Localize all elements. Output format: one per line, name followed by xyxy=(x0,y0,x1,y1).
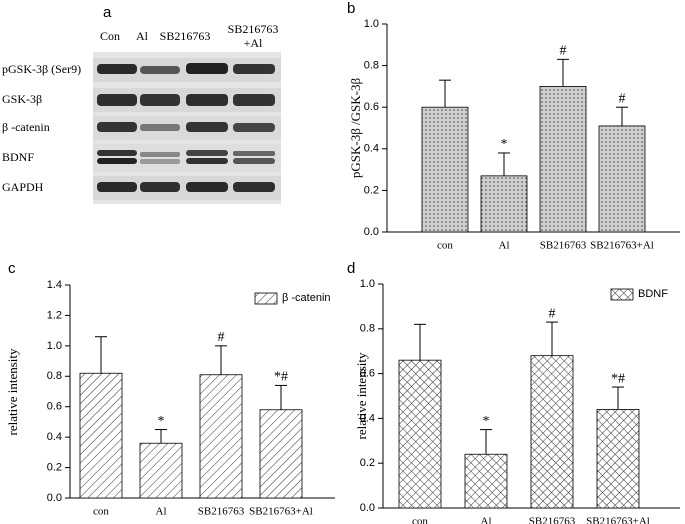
bar xyxy=(598,125,646,233)
annotation: * xyxy=(483,414,490,429)
y-tick-label: 1.0 xyxy=(47,340,62,352)
x-tick-label: Al xyxy=(499,240,510,252)
blot-row-label: β -catenin xyxy=(2,120,50,134)
chart-panel: c relative intensity 0.0 0.2 0.4 0.6 0.8 1.0 1.2… xyxy=(5,260,335,518)
blot-lane-label: SB216763 xyxy=(228,22,279,36)
y-tick-label: 0.4 xyxy=(47,431,62,443)
bar xyxy=(79,372,123,499)
y-tick-label: 0.6 xyxy=(47,401,62,413)
x-tick-label: SB216763 xyxy=(540,240,587,252)
y-tick-label: 0.4 xyxy=(360,412,375,424)
bar xyxy=(464,453,508,509)
legend-label: BDNF xyxy=(638,288,668,300)
bar xyxy=(139,442,183,499)
annotation: *# xyxy=(274,370,288,385)
blot-row-label: pGSK-3β (Ser9) xyxy=(2,62,81,76)
y-axis-label: pGSK-3β /GSK-3β xyxy=(348,77,363,178)
annotation: *# xyxy=(611,371,625,386)
chart-panel: d relative intensity 0.0 0.2 0.4 0.6 0.8 1.0 con… xyxy=(347,260,680,524)
blot-lane-label: Al xyxy=(136,29,149,43)
annotation: # xyxy=(619,91,626,106)
panel-label: c xyxy=(8,260,16,277)
bar xyxy=(530,355,574,509)
legend-label: β -catenin xyxy=(282,292,331,304)
bar xyxy=(259,409,303,499)
y-tick-label: 1.4 xyxy=(47,279,62,291)
blot-lane-label: +Al xyxy=(244,36,263,50)
annotation: * xyxy=(501,137,508,152)
x-tick-label: con xyxy=(437,240,453,252)
y-tick-label: 0.2 xyxy=(364,184,379,196)
annotation: * xyxy=(158,414,165,429)
blot-row-label: BDNF xyxy=(2,150,34,164)
bar xyxy=(421,106,469,233)
panel-label: d xyxy=(347,260,355,277)
blot-lane-label: SB216763 xyxy=(160,29,211,43)
y-axis-label: relative intensity xyxy=(5,348,20,436)
y-tick-label: 0.6 xyxy=(364,101,379,113)
y-tick-label: 0.4 xyxy=(364,143,379,155)
x-tick-label: con xyxy=(93,506,109,518)
y-tick-label: 0.0 xyxy=(360,502,375,514)
y-tick-label: 0.6 xyxy=(360,368,375,380)
x-tick-label: SB216763 xyxy=(198,506,245,518)
blot-row-label: GSK-3β xyxy=(2,92,42,106)
y-tick-label: 0.2 xyxy=(47,461,62,473)
panel-label: b xyxy=(347,0,355,17)
blot-row-label: GAPDH xyxy=(2,180,44,194)
x-tick-label: SB216763+Al xyxy=(249,506,313,518)
chart-panel: b pGSK-3β /GSK-3β 0.0 0.2 0.4 0.6 0.8 1.0 con Al *… xyxy=(347,0,680,252)
x-tick-label: SB216763+Al xyxy=(586,516,650,524)
y-tick-label: 0.8 xyxy=(47,370,62,382)
y-axis-label: relative intensity xyxy=(354,352,369,440)
x-tick-label: SB216763 xyxy=(529,516,576,524)
x-tick-label: con xyxy=(412,516,428,524)
x-tick-label: SB216763+Al xyxy=(590,240,654,252)
bar xyxy=(480,175,528,233)
legend-swatch xyxy=(254,292,278,305)
x-tick-label: Al xyxy=(156,506,167,518)
blot-image xyxy=(93,52,281,204)
y-tick-label: 0.0 xyxy=(364,226,379,238)
annotation: # xyxy=(549,306,556,321)
legend-swatch xyxy=(610,288,634,301)
y-tick-label: 1.0 xyxy=(360,278,375,290)
x-tick-label: Al xyxy=(481,516,492,524)
blot-lane-label: Con xyxy=(100,29,120,43)
bar xyxy=(398,359,442,509)
annotation: # xyxy=(560,44,567,59)
bar xyxy=(199,374,243,499)
bar xyxy=(596,409,640,509)
annotation: # xyxy=(218,330,225,345)
y-tick-label: 0.0 xyxy=(47,492,62,504)
y-tick-label: 0.2 xyxy=(360,457,375,469)
y-tick-label: 1.2 xyxy=(47,309,62,321)
y-tick-label: 0.8 xyxy=(364,60,379,72)
y-tick-label: 0.8 xyxy=(360,323,375,335)
panel-label: a xyxy=(103,4,112,21)
bar xyxy=(539,86,587,233)
y-tick-label: 1.0 xyxy=(364,18,379,30)
